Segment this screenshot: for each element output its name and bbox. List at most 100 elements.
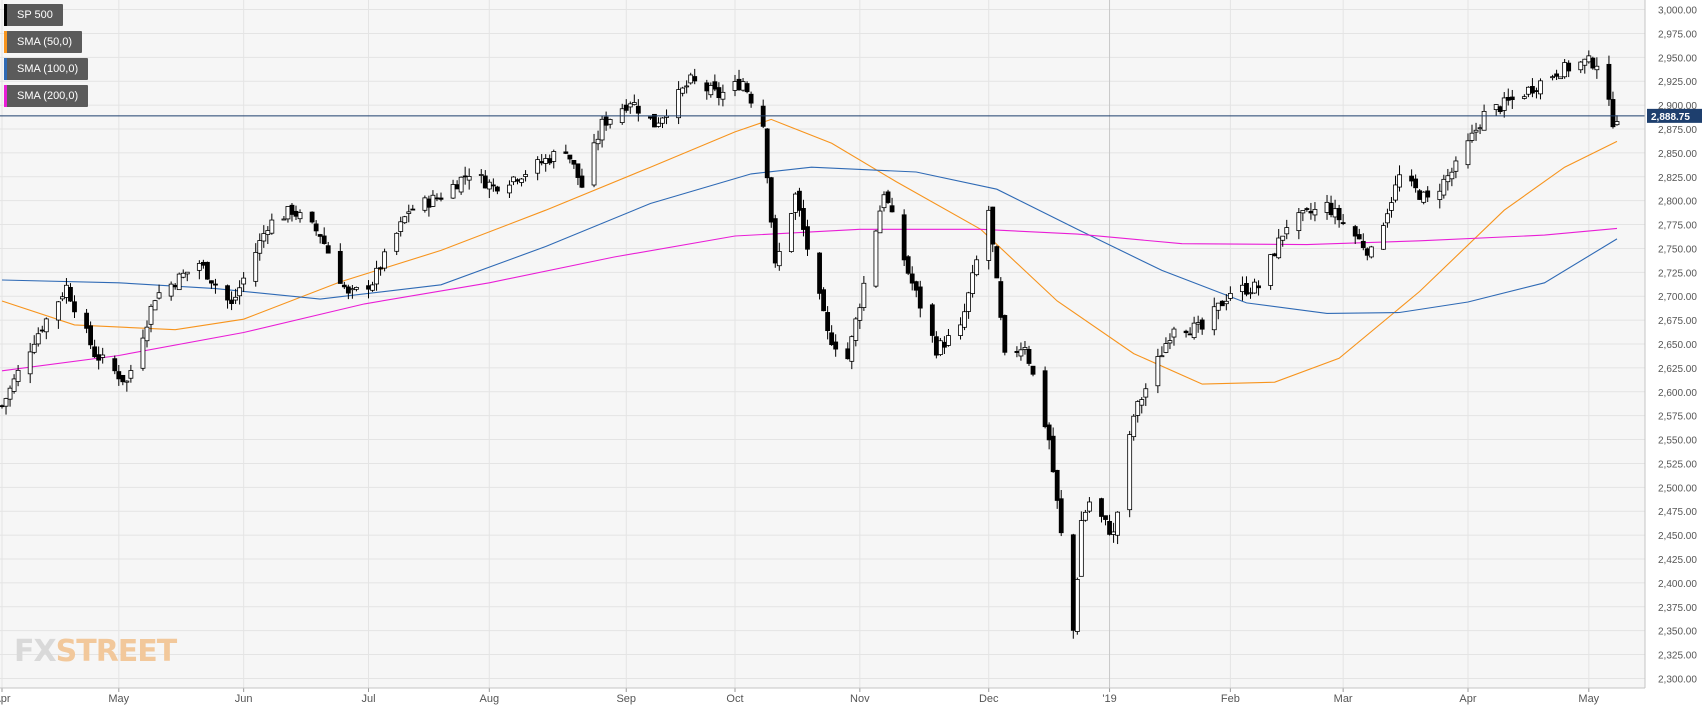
x-tick-label: Aug — [480, 693, 500, 705]
legend-item-sma50[interactable]: SMA (50,0) — [4, 31, 83, 53]
candle-up — [265, 230, 271, 235]
candle-up — [1280, 235, 1286, 241]
candle-up — [1022, 347, 1028, 350]
candle-down — [748, 93, 754, 104]
candle-down — [744, 83, 750, 93]
candle-up — [176, 273, 182, 291]
y-tick-label: 2,300.00 — [1658, 674, 1697, 685]
y-tick-label: 2,550.00 — [1658, 436, 1697, 447]
candle-up — [168, 283, 174, 297]
candle-down — [913, 281, 919, 291]
candle-down — [704, 82, 710, 92]
candle-down — [994, 246, 1000, 279]
candle-up — [881, 194, 887, 209]
candle-down — [1356, 234, 1362, 240]
legend-swatch — [4, 4, 7, 26]
candle-up — [974, 259, 980, 276]
y-tick-label: 2,950.00 — [1658, 53, 1697, 64]
candle-down — [1199, 319, 1205, 330]
candle-up — [1163, 343, 1169, 353]
legend-label: SMA (100,0) — [17, 63, 79, 75]
candle-up — [100, 354, 106, 358]
candle-up — [1469, 132, 1475, 141]
candle-down — [378, 267, 383, 270]
candle-up — [1155, 356, 1161, 387]
candle-up — [15, 369, 21, 382]
candle-down — [1042, 370, 1048, 428]
candle-up — [1578, 61, 1584, 71]
candle-down — [1308, 210, 1314, 214]
candle-up — [1087, 501, 1092, 512]
candle-up — [1332, 208, 1338, 218]
legend-item-sp500[interactable]: SP 500 — [4, 4, 63, 26]
candle-up — [877, 210, 883, 234]
candle-down — [1534, 90, 1539, 92]
candle-down — [1244, 283, 1249, 295]
x-tick-label: Jun — [235, 693, 253, 705]
candle-up — [656, 122, 661, 127]
candle-down — [889, 205, 895, 213]
y-tick-label: 2,825.00 — [1658, 173, 1697, 184]
y-tick-label: 2,450.00 — [1658, 531, 1697, 542]
candle-down — [845, 348, 851, 360]
candle-up — [708, 85, 714, 96]
candle-down — [1336, 207, 1342, 221]
candle-down — [833, 341, 839, 350]
candle-up — [1082, 511, 1088, 521]
candle-down — [1030, 365, 1036, 375]
candle-down — [1014, 350, 1020, 353]
y-tick-label: 2,975.00 — [1658, 29, 1697, 40]
candle-down — [172, 284, 178, 288]
candle-up — [1437, 190, 1443, 200]
candle-up — [140, 337, 146, 369]
candle-up — [1135, 401, 1141, 416]
candle-up — [1074, 579, 1080, 632]
candle-up — [422, 197, 428, 211]
candle-up — [1521, 96, 1527, 99]
candle-up — [1240, 284, 1245, 293]
candle-down — [213, 283, 218, 286]
candle-up — [1397, 174, 1402, 188]
y-tick-label: 2,475.00 — [1658, 507, 1697, 518]
legend-item-sma100[interactable]: SMA (100,0) — [4, 58, 89, 80]
candle-up — [1171, 328, 1177, 338]
candle-down — [325, 245, 331, 254]
logo-fx: FX — [14, 634, 57, 669]
candle-up — [688, 74, 694, 84]
candle-up — [793, 193, 798, 213]
candle-down — [112, 358, 118, 372]
legend-item-sma200[interactable]: SMA (200,0) — [4, 85, 89, 107]
candle-up — [31, 343, 37, 353]
candle-up — [1111, 531, 1116, 535]
candle-down — [817, 252, 822, 294]
y-tick-label: 2,325.00 — [1658, 651, 1697, 662]
candle-down — [1530, 86, 1535, 94]
y-tick-label: 2,800.00 — [1658, 197, 1697, 208]
x-tick-label: Oct — [726, 693, 743, 705]
candle-down — [1360, 240, 1366, 248]
candle-down — [909, 273, 915, 284]
candle-down — [692, 76, 698, 82]
candle-up — [1421, 191, 1427, 203]
legend-swatch — [4, 85, 7, 107]
last-price-box — [1647, 108, 1702, 123]
candle-up — [430, 194, 436, 207]
y-tick-label: 2,875.00 — [1658, 125, 1697, 136]
candle-up — [1493, 104, 1499, 110]
candle-down — [229, 299, 234, 305]
candle-down — [0, 405, 5, 408]
candle-up — [196, 263, 202, 271]
candle-up — [478, 174, 484, 176]
candle-up — [43, 318, 49, 333]
candle-up — [599, 118, 605, 141]
candle-down — [1328, 202, 1334, 216]
candle-up — [507, 184, 512, 194]
candle-down — [1304, 208, 1310, 210]
candle-up — [152, 300, 158, 311]
candles — [0, 50, 1620, 639]
legend-swatch — [4, 31, 7, 53]
candle-up — [1389, 202, 1394, 211]
candle-up — [1453, 160, 1459, 172]
